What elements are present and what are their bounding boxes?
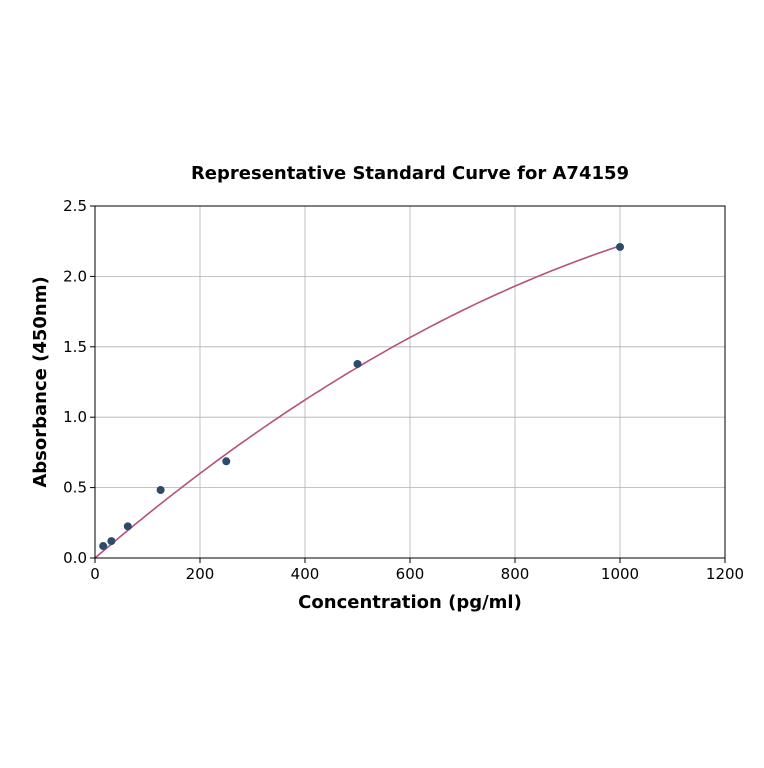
data-point bbox=[123, 522, 132, 531]
y-tick-label: 0.0 bbox=[63, 549, 87, 567]
y-tick-label: 1.0 bbox=[63, 408, 87, 426]
data-points bbox=[99, 242, 624, 551]
y-axis-ticks: 0.0 0.5 1.0 1.5 2.0 2.5 bbox=[63, 197, 95, 567]
grid bbox=[94, 205, 726, 559]
fit-curve bbox=[94, 245, 621, 559]
data-point bbox=[222, 457, 231, 466]
data-point bbox=[616, 242, 624, 251]
fit-curve-layer bbox=[94, 245, 621, 559]
x-tick-label: 1000 bbox=[601, 565, 639, 583]
y-axis-label: Absorbance (450nm) bbox=[30, 276, 51, 487]
x-tick-label: 0 bbox=[90, 565, 100, 583]
x-tick-label: 800 bbox=[501, 565, 530, 583]
x-axis-ticks: 0 200 400 600 800 1000 1200 bbox=[90, 558, 744, 583]
x-tick-label: 1200 bbox=[706, 565, 744, 583]
x-tick-label: 200 bbox=[186, 565, 215, 583]
data-point bbox=[353, 359, 362, 368]
chart-title: Representative Standard Curve for A74159 bbox=[191, 163, 629, 184]
y-tick-label: 2.0 bbox=[63, 267, 87, 285]
y-tick-label: 0.5 bbox=[63, 479, 87, 497]
x-tick-label: 600 bbox=[396, 565, 425, 583]
y-tick-label: 1.5 bbox=[63, 338, 87, 356]
data-point bbox=[156, 485, 165, 494]
y-tick-label: 2.5 bbox=[63, 197, 87, 215]
data-point bbox=[99, 542, 108, 551]
x-axis-label: Concentration (pg/ml) bbox=[298, 592, 522, 613]
data-point bbox=[107, 537, 116, 546]
x-tick-label: 400 bbox=[291, 565, 320, 583]
